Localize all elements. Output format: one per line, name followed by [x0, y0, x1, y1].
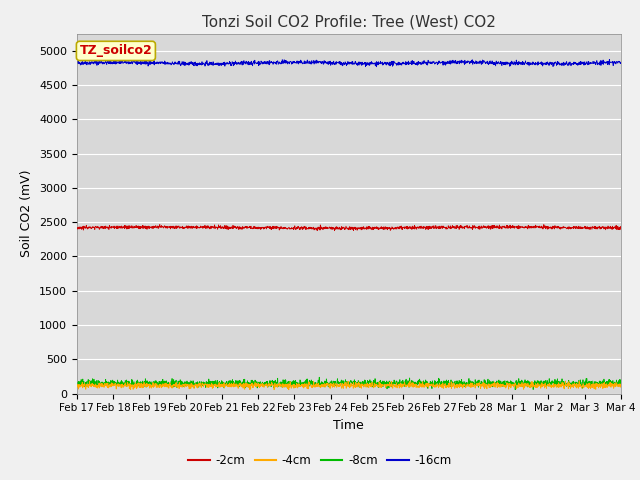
- Text: TZ_soilco2: TZ_soilco2: [79, 44, 152, 58]
- Title: Tonzi Soil CO2 Profile: Tree (West) CO2: Tonzi Soil CO2 Profile: Tree (West) CO2: [202, 15, 496, 30]
- X-axis label: Time: Time: [333, 419, 364, 432]
- Legend: -2cm, -4cm, -8cm, -16cm: -2cm, -4cm, -8cm, -16cm: [184, 449, 456, 472]
- Y-axis label: Soil CO2 (mV): Soil CO2 (mV): [20, 170, 33, 257]
